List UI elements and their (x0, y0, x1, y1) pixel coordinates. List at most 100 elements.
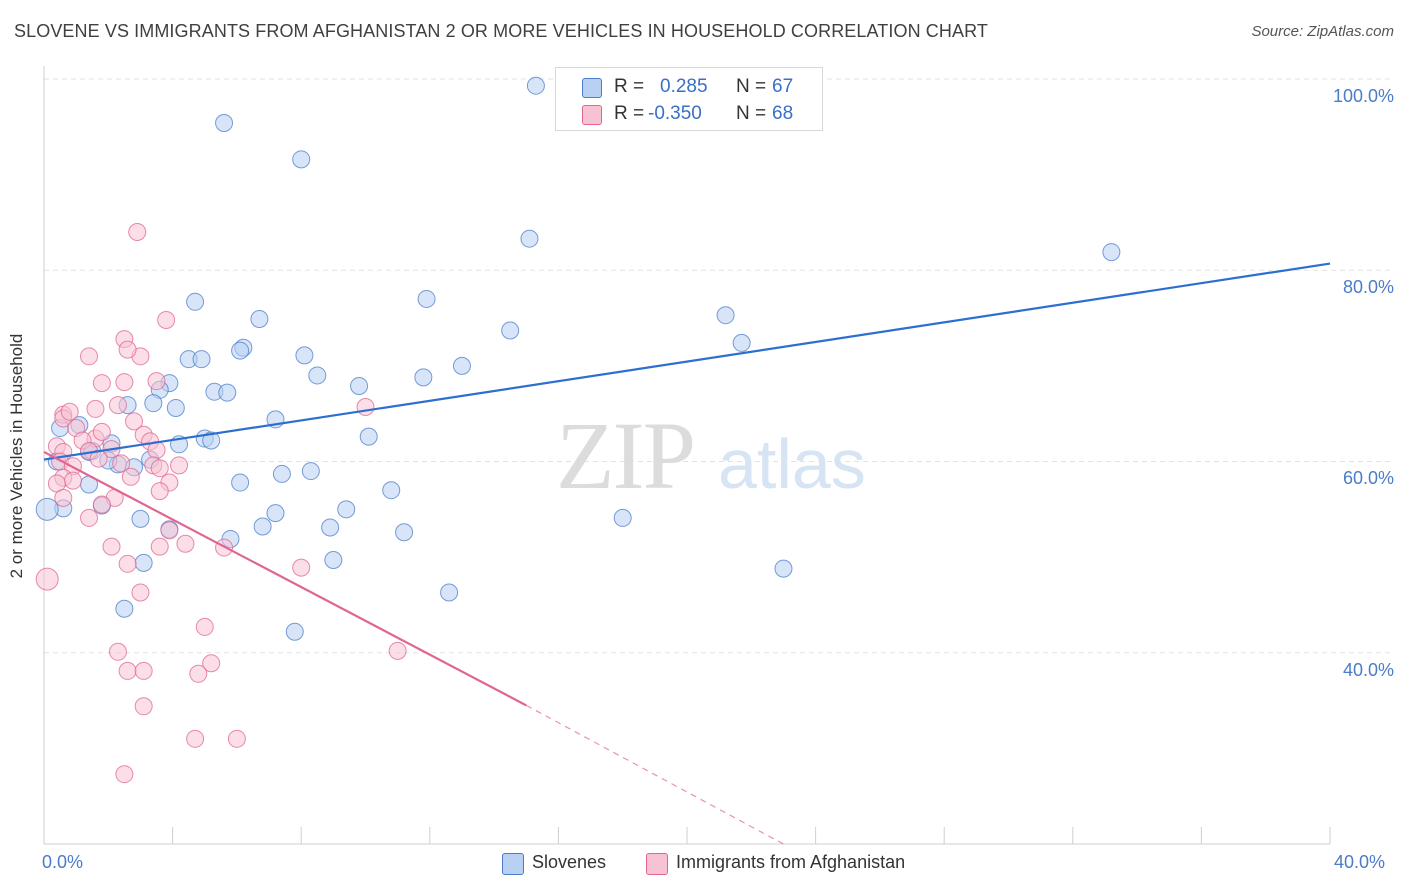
slovene-point (613, 508, 632, 527)
slovene-point (292, 150, 311, 169)
afghanistan-trend-line (43, 450, 527, 707)
afghanistan-point (121, 467, 140, 486)
afghanistan-point (189, 664, 208, 683)
grid-lines (44, 78, 1392, 654)
afghanistan-point (54, 488, 73, 507)
afghanistan-point (63, 471, 82, 490)
slovene-point (144, 394, 163, 413)
slovene-point (359, 427, 378, 446)
slovene-point (250, 310, 269, 329)
afghanistan-point (150, 537, 169, 556)
slovene-point (266, 504, 285, 523)
slovene-point (218, 383, 237, 402)
afghanistan-point (60, 402, 79, 421)
afghanistan-point (150, 459, 169, 478)
y-tick-label: 60.0% (1342, 468, 1394, 488)
afghanistan-trend-extension (525, 704, 784, 845)
afghanistan-point (150, 482, 169, 501)
afghanistan-point (388, 641, 407, 660)
afghanistan-point (115, 373, 134, 392)
afghanistan-point (80, 508, 99, 527)
afghanistan-point (202, 654, 221, 673)
afghanistan-point (108, 642, 127, 661)
slovene-point (285, 622, 304, 641)
axes (43, 66, 1331, 845)
slovene-point (501, 321, 520, 340)
afghanistan-point (118, 661, 137, 680)
slovene-point (337, 500, 356, 519)
stats-box: R = 0.285 N = 67 R = -0.350 N = 68 (555, 67, 823, 131)
afghanistan-point (170, 456, 189, 475)
slovene-point (324, 550, 343, 569)
afghanistan-point (157, 310, 176, 329)
afghanistan-point (160, 521, 179, 540)
r-label: R = (614, 103, 645, 124)
slovene-point (732, 333, 751, 352)
slovene-point (35, 497, 59, 521)
afghanistan-point (292, 558, 311, 577)
slovene-point (192, 350, 211, 369)
slovene-point (301, 462, 320, 481)
afghanistan-point (102, 537, 121, 556)
legend-swatch (502, 853, 524, 875)
afghanistan-point (356, 397, 375, 416)
swatch-slovenes (582, 78, 602, 98)
slovene-point (134, 553, 153, 572)
afghanistan-point (108, 396, 127, 415)
slovene-point (350, 376, 369, 395)
legend-swatch (646, 853, 668, 875)
slovene-point (215, 113, 234, 132)
legend-label: Slovenes (532, 852, 607, 872)
afghanistan-point (118, 554, 137, 573)
afghanistan-point (227, 729, 246, 748)
stats-row-afghanistan: R = -0.350 N = 68 (556, 101, 822, 127)
slovene-point (417, 289, 436, 308)
r-value: 0.285 (660, 76, 708, 97)
slovene-point (272, 464, 291, 483)
n-label: N = (736, 103, 767, 124)
swatch-afghanistan (582, 105, 602, 125)
afghanistan-point (86, 399, 105, 418)
afghanistan-point (35, 567, 59, 591)
afghanistan-point (128, 223, 147, 241)
slovene-point (716, 306, 735, 325)
x-tick-label: 40.0% (1334, 852, 1386, 872)
afghanistan-point (186, 729, 205, 748)
x-tick-label: 0.0% (42, 852, 84, 872)
slovene-point (166, 398, 185, 417)
chart-title: SLOVENE VS IMMIGRANTS FROM AFGHANISTAN 2… (14, 21, 988, 41)
afghanistan-point (92, 422, 111, 441)
afghanistan-point (92, 374, 111, 393)
afghanistan-point (112, 454, 131, 473)
slovene-point (382, 481, 401, 500)
watermark-atlas: atlas (718, 425, 866, 503)
afghanistan-point (195, 617, 214, 636)
n-value: 68 (772, 103, 794, 124)
y-axis-label: 2 or more Vehicles in Household (7, 333, 26, 579)
afghanistan-point (80, 347, 99, 366)
slovene-point (131, 509, 150, 528)
watermark-zip: ZIP (556, 402, 696, 509)
slovenes-trend-line (43, 262, 1331, 461)
afghanistan-point (92, 495, 111, 514)
slovene-point (115, 599, 134, 618)
chart-source: Source: ZipAtlas.com (1251, 23, 1394, 40)
afghanistan-point (176, 534, 195, 553)
afghanistan-point (134, 661, 153, 680)
slovene-point (414, 368, 433, 387)
y-tick-label: 40.0% (1342, 660, 1394, 680)
afghanistan-point (115, 765, 134, 784)
afghanistan-point (118, 340, 137, 359)
slovene-point (202, 431, 221, 450)
afghanistan-point (89, 449, 108, 468)
slovene-point (253, 517, 272, 536)
slovene-point (526, 76, 545, 95)
r-value: -0.350 (648, 103, 702, 124)
slovene-point (520, 229, 539, 248)
y-tick-label: 80.0% (1342, 277, 1394, 297)
n-label: N = (736, 76, 767, 97)
slovene-point (321, 518, 340, 537)
slovene-point (231, 341, 250, 360)
slovene-point (452, 356, 471, 375)
